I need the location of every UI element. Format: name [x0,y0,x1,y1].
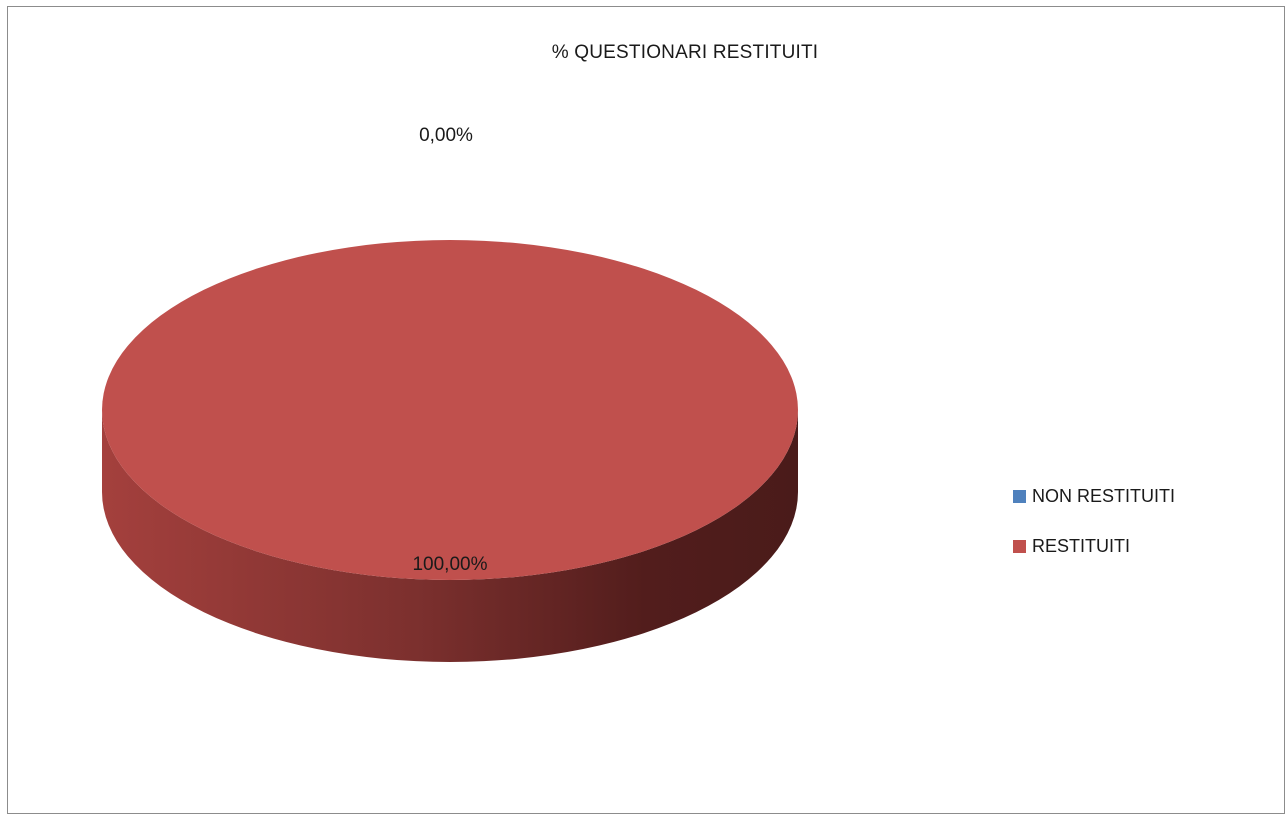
legend: NON RESTITUITI RESTITUITI [1013,484,1175,584]
legend-label-restituiti: RESTITUITI [1032,535,1130,556]
data-label-restituiti: 100,00% [412,554,487,575]
legend-swatch-restituiti [1013,539,1026,553]
legend-item-non-restituiti: NON RESTITUITI [1013,484,1175,508]
legend-label-non-restituiti: NON RESTITUITI [1032,485,1175,506]
pie-slice-restituiti [102,240,798,580]
chart-title: % QUESTIONARI RESTITUITI [551,42,819,63]
legend-swatch-non-restituiti [1013,489,1026,503]
legend-item-restituiti: RESTITUITI [1013,534,1175,558]
data-label-non-restituiti: 0,00% [419,125,473,146]
pie-side-restituiti [102,410,798,662]
pie-slices [102,240,798,662]
